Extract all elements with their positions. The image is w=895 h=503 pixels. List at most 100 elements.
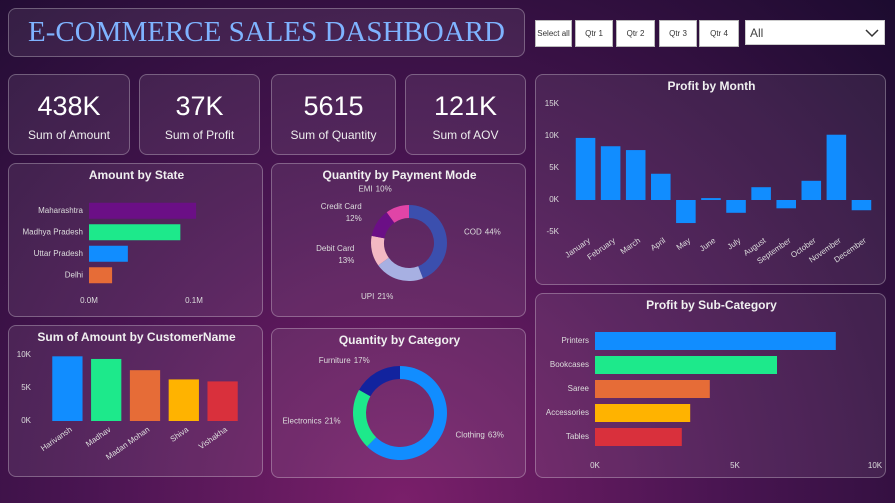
x-tick-label: 0K [590,461,600,470]
chart: Profit by Month-5K0K5K10K15KJanuaryFebru… [545,79,872,266]
x-tick-label: February [586,236,617,262]
bar [595,404,691,422]
bar [595,380,710,398]
slice-value: 44% [485,228,501,237]
slice-label: Electronics 21% [282,416,340,425]
bar [168,379,199,421]
slicer-button[interactable]: Qtr 3 [659,20,697,47]
slice-category: Debit Card [316,244,354,253]
y-tick-label: Tables [566,432,589,441]
chart-title: Sum of Amount by CustomerName [37,330,236,344]
y-tick-label: 10K [545,131,560,140]
y-tick-label: Maharashtra [38,206,83,215]
slice-value: 17% [354,356,370,365]
y-tick-label: Madhya Pradesh [23,227,83,236]
chart: Quantity by Payment Mode COD 44% UPI 21% Debi… [316,168,501,301]
dashboard-title: E-COMMERCE SALES DASHBOARD [28,16,505,48]
kpi-card: 438K Sum of Amount [8,74,130,155]
bar [575,137,596,200]
y-tick-label: Saree [568,384,590,393]
chart-panel: Quantity by Category Clothing 63% Electroni… [271,328,526,478]
bar [595,428,682,446]
slice-category: Electronics [282,416,321,425]
y-tick-label: Uttar Pradesh [34,249,83,258]
donut-slice [359,366,400,397]
donut-slice [371,212,395,239]
bar [129,370,161,421]
bar [89,245,128,262]
bar [751,187,771,200]
chart-panel: Quantity by Payment Mode COD 44% UPI 21% Debi… [271,163,526,317]
y-tick-label: 15K [545,99,560,108]
x-tick-label: 0.1M [185,296,203,305]
slice-label: EMI 10% [358,185,391,194]
slice-category: Furniture [319,356,352,365]
slicer-button[interactable]: Select all [535,20,572,47]
x-tick-label: April [649,236,667,253]
slicer-button[interactable]: Qtr 4 [699,20,739,47]
y-tick-label: Bookcases [550,360,589,369]
donut-slice [371,235,389,266]
y-tick-label: -5K [547,227,560,236]
slice-value: 12% [346,214,362,223]
kpi-value: 37K [175,91,224,121]
bar [625,150,646,200]
y-tick-label: 0K [21,416,31,425]
kpi-value: 438K [37,91,101,121]
x-tick-label: Madan Mohan [104,425,151,462]
x-tick-label: 5K [730,461,740,470]
slice-label: Furniture 17% [319,356,370,365]
slice-label: UPI 21% [361,292,393,301]
dropdown[interactable]: All [745,20,885,45]
y-tick-label: 5K [21,383,31,392]
bar [726,200,746,213]
x-tick-label: Madhav [84,425,112,449]
x-tick-label: Vishakha [197,425,229,451]
y-tick-label: Accessories [546,408,589,417]
chart-panel: Amount by State 0.0M 0.1M Maharashtra Madhya… [8,163,263,317]
bar [676,200,696,224]
chart-title: Profit by Month [668,79,756,93]
kpi-label: Sum of Profit [164,128,235,142]
kpi-label: Sum of AOV [432,128,499,142]
chart: Sum of Amount by CustomerName 0K 5K 10K Hari… [17,330,238,462]
slice-value: 13% [338,256,354,265]
slice-value: 63% [488,431,504,440]
bar [595,332,836,350]
chart-title: Amount by State [89,168,185,182]
slice-category: Clothing [456,431,485,440]
bar [776,200,796,209]
bar [89,267,113,284]
donut-slice [353,389,377,447]
x-tick-label: 0.0M [80,296,98,305]
slice-value: 21% [325,416,341,425]
x-tick-label: May [675,236,693,252]
y-tick-label: Printers [561,336,589,345]
chart: Quantity by Category Clothing 63% Electroni… [282,333,504,460]
chart: Amount by State 0.0M 0.1M Maharashtra Madhya… [23,168,204,305]
slicer-button[interactable]: Qtr 2 [616,20,655,47]
chart-title: Quantity by Category [339,333,461,347]
x-tick-label: June [698,236,718,254]
chart-panel: Sum of Amount by CustomerName 0K 5K 10K Hari… [8,325,263,477]
y-tick-label: Delhi [65,270,83,279]
bar [89,224,181,241]
bar [89,202,197,219]
slice-label: COD 44% [464,228,501,237]
x-tick-label: 10K [868,461,883,470]
bar [207,381,238,421]
bar [595,356,777,374]
kpi-card: 121K Sum of AOV [405,74,526,155]
slice-category: EMI [358,185,372,194]
slicer-button[interactable]: Qtr 1 [575,20,613,47]
chart-panel: Profit by Sub-Category 0K 5K 10K Printers Boo… [535,293,886,478]
x-tick-label: March [619,236,642,256]
y-tick-label: 5K [549,163,559,172]
slice-value: 21% [377,292,393,301]
chart: Profit by Sub-Category 0K 5K 10K Printers Boo… [546,298,883,470]
kpi-card: 37K Sum of Profit [139,74,260,155]
donut-slice [367,366,447,460]
kpi-card: 5615 Sum of Quantity [271,74,396,155]
x-tick-label: Shiva [169,425,191,444]
